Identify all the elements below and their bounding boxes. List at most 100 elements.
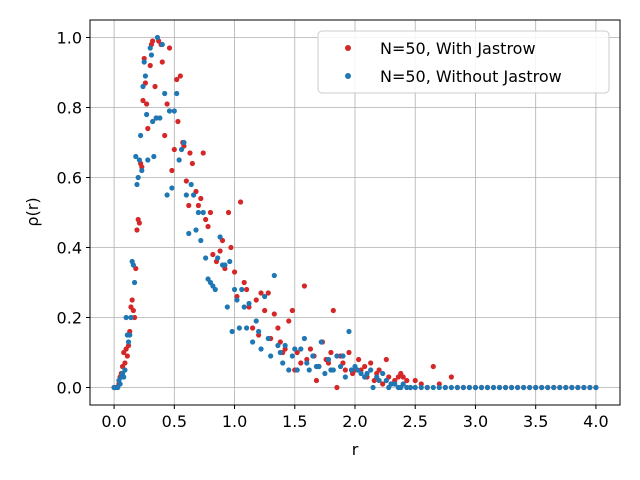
without-jastrow-point <box>250 339 256 345</box>
without-jastrow-point <box>136 157 142 163</box>
without-jastrow-point <box>348 367 354 373</box>
with-jastrow-point <box>159 59 165 65</box>
without-jastrow-point <box>502 384 509 391</box>
with-jastrow-point <box>187 150 193 156</box>
without-jastrow-point <box>515 384 521 391</box>
without-jastrow-point <box>304 360 310 366</box>
without-jastrow-point <box>294 367 300 373</box>
without-jastrow-point <box>121 374 127 380</box>
data-points <box>111 34 599 391</box>
without-jastrow-point <box>174 90 180 97</box>
with-jastrow-point <box>346 349 352 356</box>
without-jastrow-point <box>178 146 185 153</box>
without-jastrow-point <box>200 209 206 216</box>
without-jastrow-point <box>337 363 344 370</box>
without-jastrow-point <box>490 384 497 391</box>
with-jastrow-point <box>174 76 180 83</box>
with-jastrow-point <box>228 244 234 251</box>
with-jastrow-point <box>307 346 314 352</box>
without-jastrow-point <box>404 384 410 391</box>
with-jastrow-point <box>356 356 362 363</box>
without-jastrow-point <box>212 286 218 293</box>
with-jastrow-point <box>205 223 211 230</box>
without-jastrow-point <box>222 262 228 268</box>
without-jastrow-point <box>262 293 268 300</box>
without-jastrow-point <box>370 384 376 391</box>
with-jastrow-point <box>271 311 277 317</box>
x-tick-label: 3.0 <box>463 412 488 431</box>
with-jastrow-point <box>131 314 138 321</box>
without-jastrow-point <box>128 314 134 321</box>
without-jastrow-point <box>392 381 398 387</box>
without-jastrow-point <box>424 384 430 391</box>
without-jastrow-point <box>203 255 209 261</box>
with-jastrow-point <box>328 349 334 356</box>
without-jastrow-point <box>162 90 168 97</box>
x-tick-label: 2.0 <box>342 412 367 431</box>
with-jastrow-point <box>231 269 238 275</box>
without-jastrow-point <box>380 370 386 377</box>
without-jastrow-point <box>169 185 175 191</box>
with-jastrow-point <box>250 325 256 331</box>
without-jastrow-point <box>125 339 132 345</box>
without-jastrow-point <box>563 384 569 391</box>
with-jastrow-point <box>243 286 250 293</box>
without-jastrow-point <box>407 384 414 391</box>
x-tick-label: 0.0 <box>101 412 126 431</box>
y-tick-label: 1.0 <box>57 29 82 48</box>
with-jastrow-point <box>289 307 295 314</box>
with-jastrow-point <box>122 360 128 366</box>
with-jastrow-point <box>253 297 259 303</box>
with-jastrow-point <box>412 377 418 384</box>
y-tick-label: 0.0 <box>57 379 82 398</box>
x-tick-label: 2.5 <box>403 412 428 431</box>
without-jastrow-point <box>280 360 286 366</box>
without-jastrow-point <box>142 73 149 79</box>
with-jastrow-point <box>430 363 436 370</box>
without-jastrow-point <box>231 286 238 293</box>
without-jastrow-point <box>569 384 575 391</box>
without-jastrow-point <box>454 384 460 391</box>
with-jastrow-point <box>313 377 320 384</box>
without-jastrow-point <box>342 374 348 380</box>
without-jastrow-point <box>188 181 194 188</box>
without-jastrow-point <box>289 353 295 359</box>
without-jastrow-point <box>148 52 155 58</box>
without-jastrow-point <box>472 384 479 391</box>
x-tick-label: 3.5 <box>523 412 548 431</box>
without-jastrow-point <box>277 349 283 356</box>
with-jastrow-point <box>301 283 308 289</box>
without-jastrow-point <box>236 325 242 331</box>
with-jastrow-point <box>144 101 150 107</box>
without-jastrow-point <box>322 370 328 377</box>
without-jastrow-point <box>157 115 163 121</box>
without-jastrow-point <box>533 384 539 391</box>
y-tick-label: 0.8 <box>57 99 82 118</box>
with-jastrow-point <box>130 307 136 314</box>
without-jastrow-point <box>253 318 259 324</box>
with-jastrow-point <box>189 160 195 167</box>
with-jastrow-point <box>334 384 340 391</box>
y-tick-label: 0.2 <box>57 309 82 328</box>
without-jastrow-point <box>234 297 240 303</box>
without-jastrow-point <box>275 342 281 349</box>
with-jastrow-point <box>186 202 192 209</box>
with-jastrow-point <box>265 290 271 296</box>
legend: N=50, With Jastrow N=50, Without Jastrow <box>317 30 610 94</box>
with-jastrow-point <box>177 73 183 79</box>
without-jastrow-point <box>551 384 557 391</box>
with-jastrow-point <box>330 307 336 314</box>
with-jastrow-point <box>164 101 170 107</box>
legend-marker-without-jastrow <box>345 73 351 79</box>
without-jastrow-point <box>388 381 394 387</box>
without-jastrow-point <box>358 370 364 377</box>
with-jastrow-point <box>275 325 281 331</box>
without-jastrow-point <box>325 356 332 363</box>
with-jastrow-point <box>342 367 348 373</box>
without-jastrow-point <box>183 192 189 198</box>
without-jastrow-point <box>227 258 233 265</box>
without-jastrow-point <box>306 367 312 373</box>
without-jastrow-point <box>340 353 346 359</box>
without-jastrow-point <box>246 300 252 307</box>
without-jastrow-point <box>318 339 324 345</box>
